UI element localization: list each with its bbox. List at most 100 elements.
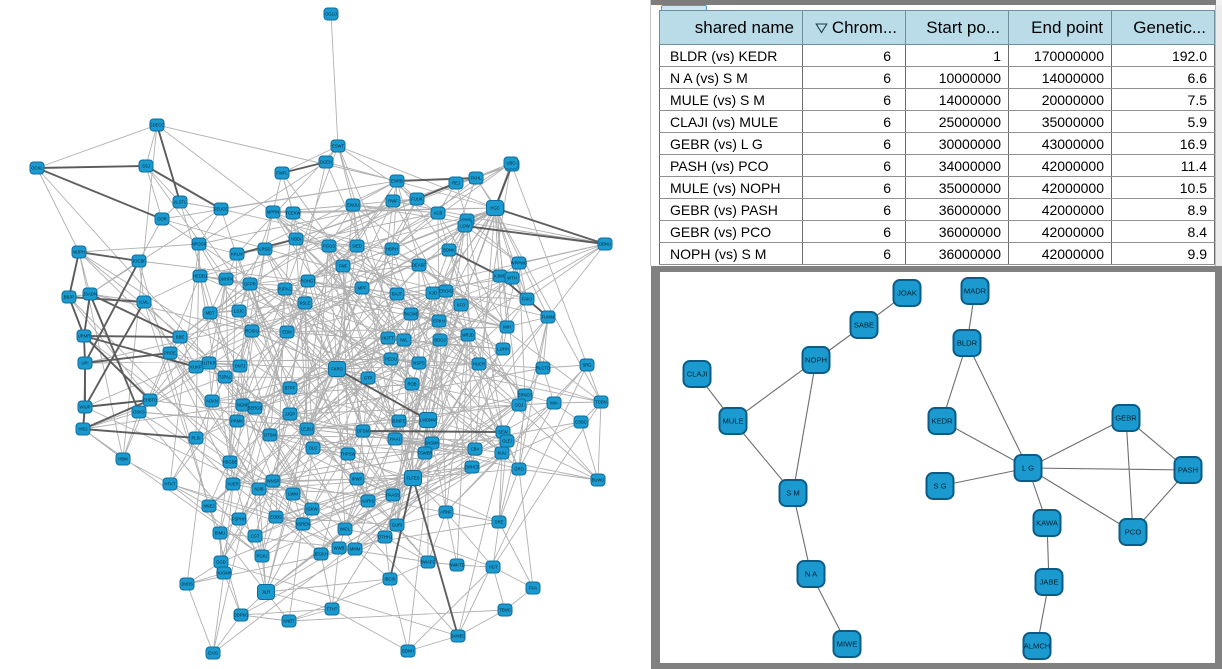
svg-text:SOJ: SOJ [515,403,523,408]
svg-text:PJPAC: PJPAC [278,287,291,292]
svg-text:EPKH: EPKH [433,319,444,324]
svg-text:HAAJ: HAAJ [390,437,401,442]
svg-text:WTH: WTH [507,276,517,281]
svg-text:FNF: FNF [339,264,348,269]
svg-text:JSADN: JSADN [83,292,97,297]
svg-text:PEOU: PEOU [385,357,397,362]
svg-text:KAWA: KAWA [1036,519,1059,528]
svg-text:HBRH: HBRH [386,247,398,252]
svg-text:FLFES: FLFES [406,476,419,481]
svg-text:AOKN: AOKN [206,399,218,404]
svg-text:CLAJI: CLAJI [687,370,708,379]
svg-text:GURI: GURI [392,523,402,528]
svg-text:MPF: MPF [358,286,367,291]
svg-text:EROIG: EROIG [439,289,453,294]
svg-text:WWB: WWB [334,546,345,551]
svg-text:EOBS: EOBS [270,515,282,520]
svg-text:BLDR: BLDR [957,339,978,348]
svg-text:JEGKH: JEGKH [314,552,328,557]
svg-text:JJGP: JJGP [285,412,295,417]
svg-text:ROHGT: ROHGT [300,279,316,284]
svg-text:MULE: MULE [722,417,743,426]
svg-text:SNSMH: SNSMH [424,441,439,446]
svg-text:KSLE: KSLE [300,301,311,306]
svg-text:KUKF: KUKF [190,365,202,370]
svg-text:DRE: DRE [495,520,504,525]
svg-text:NWKTD: NWKTD [449,563,464,568]
svg-text:BDNK: BDNK [443,248,455,253]
svg-text:CSBC: CSBC [575,420,587,425]
svg-text:IPWP: IPWP [352,477,363,482]
svg-text:PGKJ: PGKJ [257,554,268,559]
svg-text:SSJ: SSJ [142,164,150,169]
svg-text:BWAFC: BWAFC [421,560,436,565]
svg-text:URMR: URMR [78,334,91,339]
svg-text:THPSW: THPSW [340,452,355,457]
svg-text:ARNF: ARNF [440,510,452,515]
svg-text:BIMU: BIMU [215,531,225,536]
svg-text:HISJ: HISJ [78,427,87,432]
svg-text:BTPF: BTPF [285,386,296,391]
svg-text:HUCR: HUCR [473,362,485,367]
svg-text:L G: L G [1022,464,1034,473]
svg-text:SIED: SIED [352,244,362,249]
svg-text:HSGBE: HSGBE [223,460,238,465]
svg-text:MMM: MMM [350,547,361,552]
svg-text:UBO: UBO [506,161,516,166]
svg-text:ESWT: ESWT [332,144,345,149]
svg-text:MBT: MBT [206,311,215,316]
svg-text:KJWB: KJWB [494,274,506,279]
svg-text:TCEKW: TCEKW [285,211,300,216]
svg-text:JOAK: JOAK [897,289,917,298]
svg-text:JILR: JILR [262,590,271,595]
svg-text:UJTKR: UJTKR [202,361,216,366]
svg-text:HODI: HODI [291,237,301,242]
svg-text:CGT: CGT [251,534,260,539]
svg-text:EDM: EDM [282,330,292,335]
svg-text:NPOGK: NPOGK [191,242,206,247]
svg-text:OCKL: OCKL [31,166,43,171]
svg-text:UNHFK: UNHFK [219,277,234,282]
svg-text:NSREM: NSREM [295,522,311,527]
svg-text:IWL: IWL [400,338,408,343]
svg-text:DTSM: DTSM [264,433,276,438]
svg-text:NSPS: NSPS [413,361,425,366]
svg-text:GRO: GRO [514,467,524,472]
svg-text:EWHCE: EWHCE [464,465,480,470]
svg-text:OTHHJ: OTHHJ [378,535,392,540]
svg-text:IGKW: IGKW [306,507,317,512]
svg-text:HJER: HJER [228,482,239,487]
svg-text:PGGS: PGGS [323,244,335,249]
svg-text:EWJU: EWJU [347,203,359,208]
svg-text:NGNR: NGNR [237,403,249,408]
svg-text:LSJC: LSJC [234,309,244,314]
svg-text:UPI: UPI [82,361,89,366]
svg-text:ILML: ILML [139,300,149,305]
svg-text:ALSTL: ALSTL [174,200,187,205]
svg-text:FKA: FKA [529,586,537,591]
svg-text:PROE: PROE [164,351,176,356]
svg-text:GEBR: GEBR [1115,414,1137,423]
svg-text:KEDR: KEDR [931,417,953,426]
svg-text:BERGS: BERGS [248,406,263,411]
svg-text:FUUK: FUUK [411,197,423,202]
svg-text:NJIB: NJIB [254,487,263,492]
svg-text:ENRB: ENRB [391,179,403,184]
svg-text:LEJBJ: LEJBJ [301,427,313,432]
svg-text:HUGMH: HUGMH [216,571,232,576]
svg-text:ROB: ROB [407,382,416,387]
svg-text:IBCIS: IBCIS [385,577,396,582]
svg-text:LUHH: LUHH [497,347,508,352]
svg-text:RWF: RWF [388,199,398,204]
svg-text:JMOS: JMOS [181,582,193,587]
svg-text:CBA: CBA [471,447,480,452]
svg-text:EAIS: EAIS [208,651,218,656]
svg-text:IMCL: IMCL [340,527,351,532]
svg-text:BBE: BBE [176,335,185,340]
svg-text:ODPKG: ODPKG [233,613,248,618]
svg-text:NNEJ: NNEJ [204,504,215,509]
svg-text:SRG: SRG [582,363,591,368]
svg-text:LWM: LWM [288,492,298,497]
svg-text:KUU: KUU [498,451,507,456]
svg-text:DNTJ: DNTJ [235,364,246,369]
